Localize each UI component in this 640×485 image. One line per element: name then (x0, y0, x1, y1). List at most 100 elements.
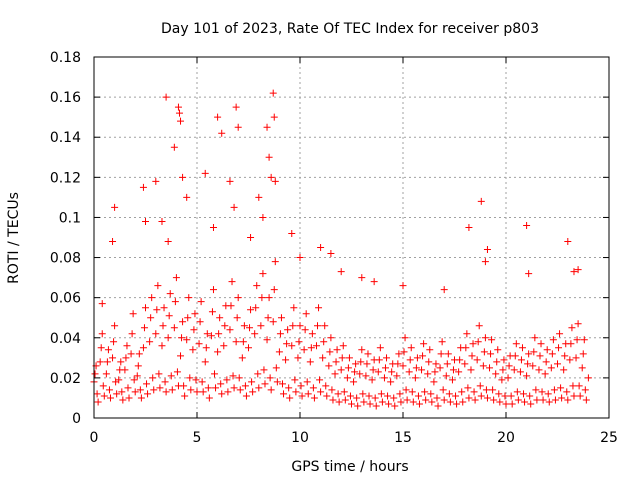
data-point (331, 370, 339, 378)
data-point (224, 388, 232, 396)
data-point (96, 358, 104, 366)
data-point (291, 376, 299, 384)
data-point (215, 330, 223, 338)
data-point (438, 338, 446, 346)
data-point (229, 372, 237, 380)
data-point (208, 308, 216, 316)
data-point (295, 338, 303, 346)
data-point (517, 356, 525, 364)
data-point (532, 386, 540, 394)
data-point (481, 258, 489, 266)
x-tick-labels: 0 5 10 15 20 25 (90, 430, 618, 446)
data-point (524, 360, 532, 368)
data-point (116, 366, 124, 374)
data-point (409, 398, 417, 406)
data-point (369, 366, 377, 374)
data-point (387, 378, 395, 386)
data-point (111, 322, 119, 330)
data-point (186, 374, 194, 382)
data-point (269, 318, 277, 326)
data-point (322, 382, 330, 390)
data-point (278, 380, 286, 388)
data-point (242, 392, 250, 400)
data-point (308, 330, 316, 338)
data-point (128, 330, 136, 338)
data-point (362, 372, 370, 380)
data-point (530, 348, 538, 356)
data-point (144, 390, 152, 398)
data-point (174, 382, 182, 390)
data-point (388, 368, 396, 376)
data-point (541, 370, 549, 378)
data-point (464, 384, 472, 392)
data-point (368, 376, 376, 384)
data-point (442, 372, 450, 380)
data-point (292, 388, 300, 396)
data-point (171, 298, 179, 306)
data-point (258, 294, 266, 302)
data-point (501, 392, 509, 400)
data-point (333, 346, 341, 354)
data-point (481, 334, 489, 342)
data-point (129, 310, 137, 318)
data-point (375, 356, 383, 364)
data-point (112, 378, 120, 386)
x-tick-label: 20 (497, 430, 515, 446)
data-point (394, 360, 402, 368)
data-point (468, 352, 476, 360)
data-point (455, 368, 463, 376)
data-point (556, 330, 564, 338)
data-point (185, 294, 193, 302)
data-point (246, 324, 254, 332)
data-point (377, 390, 385, 398)
data-point (277, 314, 285, 322)
data-point (300, 346, 308, 354)
data-point (449, 366, 457, 374)
data-point (470, 388, 478, 396)
data-point (140, 324, 148, 332)
data-point (178, 334, 186, 342)
data-point (218, 390, 226, 398)
data-point (574, 320, 582, 328)
y-tick-label: 0.18 (50, 50, 81, 66)
data-point (351, 368, 359, 376)
data-point (123, 342, 131, 350)
data-point (158, 342, 166, 350)
data-point (543, 346, 551, 354)
data-point (437, 350, 445, 358)
data-point (502, 400, 510, 408)
data-point (536, 352, 544, 360)
data-point (391, 402, 399, 410)
data-point (181, 392, 189, 400)
data-point (183, 336, 191, 344)
data-point (111, 203, 119, 211)
data-point (399, 362, 407, 370)
data-point (263, 123, 271, 131)
x-tick-label: 25 (600, 430, 618, 446)
data-point (483, 246, 491, 254)
data-point (217, 380, 225, 388)
data-point (406, 356, 414, 364)
data-point (255, 384, 263, 392)
data-point (152, 177, 160, 185)
data-point (475, 322, 483, 330)
data-point (265, 294, 273, 302)
y-tick-label: 0 (72, 411, 81, 427)
data-point (340, 388, 348, 396)
data-point (560, 366, 568, 374)
data-point (139, 183, 147, 191)
data-point (198, 378, 206, 386)
data-point (91, 370, 99, 378)
data-point (570, 268, 578, 276)
data-point (561, 352, 569, 360)
data-point (270, 113, 278, 121)
data-point (199, 388, 207, 396)
data-point (212, 384, 220, 392)
data-point (341, 396, 349, 404)
data-point (538, 388, 546, 396)
data-point (146, 338, 154, 346)
data-point (425, 358, 433, 366)
data-point (420, 340, 428, 348)
data-point (576, 392, 584, 400)
